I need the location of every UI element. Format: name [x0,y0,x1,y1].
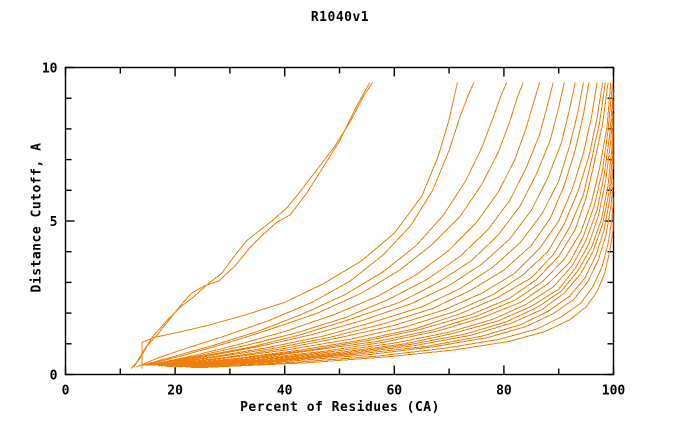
y-tick-label: 5 [50,215,58,230]
series-line [149,82,565,366]
series-line [133,82,373,368]
series-line [147,82,541,366]
series-line [174,125,614,368]
series-line [191,197,614,369]
series-line [169,88,614,368]
series-line [141,82,508,366]
series-line [152,82,576,366]
page-title: R1040v1 [310,10,370,25]
series-line [185,179,614,368]
series-line [169,99,614,368]
series-line [163,82,609,367]
x-axis-label: Percent of Residues (CA) [240,400,440,415]
x-tick-label: 60 [386,384,402,399]
series-line [180,140,614,368]
plot-frame [64,66,615,376]
y-axis-label: Distance Cutoff, A [29,142,45,293]
series-line [147,82,554,366]
series-line [166,83,613,368]
series-line [155,82,590,366]
x-tick-label: 40 [277,384,293,399]
series-line [130,82,371,369]
series-line [196,212,614,369]
x-tick-label: 100 [602,384,626,399]
x-tick-label: 0 [62,384,70,399]
series-line [160,82,606,367]
y-tick-label: 0 [50,369,58,384]
series-group [130,82,614,369]
series-line [152,82,584,366]
series-line [158,82,604,367]
series-line [158,82,598,366]
series-line [144,82,524,366]
x-tick-label: 20 [167,384,183,399]
series-line [163,82,612,367]
series-line [136,82,475,368]
y-tick-label: 10 [42,62,58,77]
series-line [174,113,614,368]
x-tick-label: 80 [496,384,512,399]
series-line [141,82,458,369]
